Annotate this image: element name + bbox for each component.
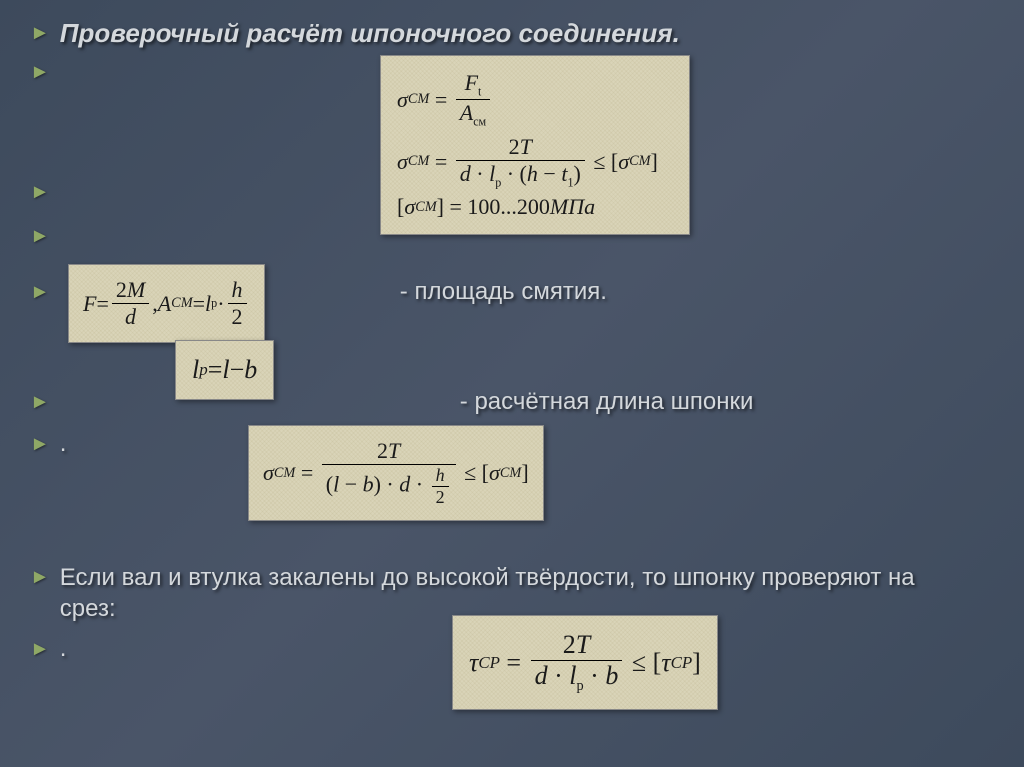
bullet-icon: ► <box>30 22 50 45</box>
bullet-row: ► <box>30 178 60 206</box>
dot-label-2: . <box>60 635 67 663</box>
length-row: ► - расчётная длина шпонки <box>30 388 753 416</box>
bullet-icon: ► <box>30 433 50 456</box>
formula-sigma-main: σСМ = FtAсм σСМ = 2Td · lp · (h − t1) ≤ … <box>380 55 690 235</box>
bullet-row: ► <box>30 222 60 250</box>
dot-row-2: ► . <box>30 635 66 663</box>
bullet-icon: ► <box>30 61 50 84</box>
length-label: - расчётная длина шпонки <box>460 388 754 416</box>
bullet-icon: ► <box>30 181 50 204</box>
dot-row: ► . <box>30 430 66 458</box>
area-label: - площадь смятия. <box>400 278 607 306</box>
slide-title: Проверочный расчёт шпоночного соединения… <box>60 18 680 49</box>
bullet-icon: ► <box>30 391 50 414</box>
bullet-icon: ► <box>30 281 50 304</box>
formula-tau: τСР = 2Td · lp · b ≤ [τСР ] <box>452 615 718 710</box>
title-row: ► Проверочный расчёт шпоночного соединен… <box>30 18 680 49</box>
bullet-icon: ► <box>30 225 50 248</box>
bullet-row: ► <box>30 58 60 86</box>
formula-force-area: F = 2Md , AСМ = lp · h2 <box>68 264 265 343</box>
bullet-icon: ► <box>30 566 50 589</box>
bullet-icon: ► <box>30 638 50 661</box>
formula-lp: lp = l − b <box>175 340 274 400</box>
formula-sigma-alt: σСМ = 2T (l − b) · d · h2 ≤ [σСМ ] <box>248 425 544 521</box>
dot-label: . <box>60 430 67 458</box>
